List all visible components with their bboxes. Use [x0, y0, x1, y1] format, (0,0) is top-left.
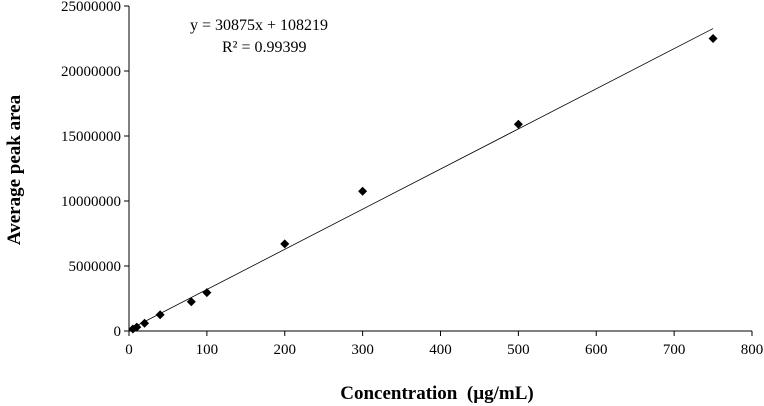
data-point	[202, 288, 212, 298]
trendline-r-squared: R² = 0.99399	[222, 39, 307, 56]
data-point	[186, 297, 196, 307]
x-tick-label: 300	[351, 342, 374, 358]
data-point	[132, 322, 142, 332]
y-axis-title: Average peak area	[4, 94, 25, 245]
trendline	[128, 28, 714, 330]
y-tick-label: 25000000	[61, 0, 121, 15]
trendline-equation: y = 30875x + 108219	[190, 17, 328, 34]
x-tick-label: 600	[585, 342, 608, 358]
y-tick-label: 20000000	[61, 64, 121, 80]
y-tick-label: 15000000	[61, 129, 121, 145]
x-tick-label: 0	[125, 342, 133, 358]
data-point	[155, 310, 165, 320]
data-point	[358, 186, 368, 196]
data-point	[513, 119, 523, 129]
x-tick-label: 500	[507, 342, 530, 358]
x-tick-label: 400	[429, 342, 452, 358]
data-point	[280, 239, 290, 249]
y-tick-label: 10000000	[61, 194, 121, 210]
x-axis-title: Concentration (µg/mL)	[340, 383, 534, 404]
x-tick-label: 700	[663, 342, 686, 358]
data-point	[708, 34, 718, 43]
x-tick-label: 200	[274, 342, 297, 358]
x-tick-label: 100	[196, 342, 219, 358]
data-point	[140, 318, 150, 328]
x-tick-label: 800	[741, 342, 764, 358]
y-tick-label: 5000000	[69, 259, 122, 275]
y-tick-label: 0	[114, 324, 122, 340]
plot-layer: 0 100 200 300 400 500 600 700 800 0 5000000 1000000…	[61, 0, 763, 358]
